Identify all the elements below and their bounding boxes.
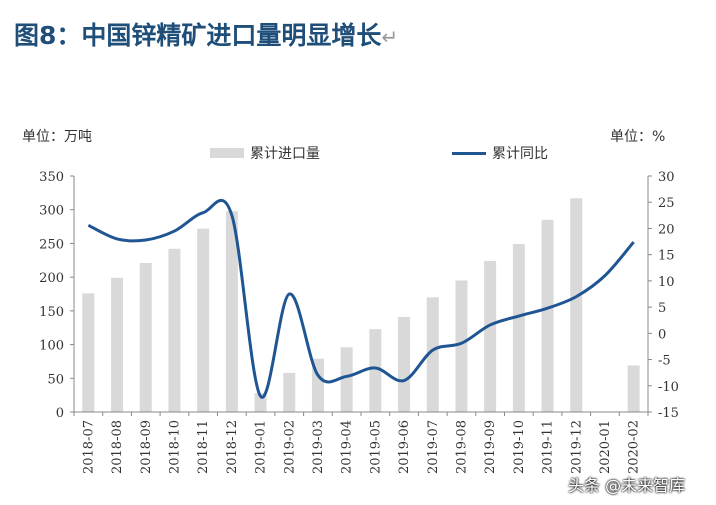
left-axis-unit: 单位：万吨	[22, 129, 92, 145]
title-text: 图8：中国锌精矿进口量明显增长	[14, 21, 382, 50]
left-tick-label: 300	[39, 204, 64, 219]
bar-2019-07	[426, 297, 439, 412]
legend-item-bar: 累计进口量	[210, 143, 320, 163]
line-series-yoy	[87, 198, 635, 399]
x-tick-label: 2020-02	[627, 420, 642, 474]
x-tick-label: 2018-08	[110, 420, 125, 474]
bar-2020-02	[627, 365, 640, 412]
x-tick-label: 2018-11	[196, 420, 211, 474]
bar-2018-10	[168, 248, 181, 412]
right-tick-label: 5	[658, 301, 666, 316]
bar-2019-09	[484, 260, 497, 412]
paragraph-mark-icon: ↵	[381, 25, 399, 49]
x-tick-label: 2019-10	[512, 420, 527, 474]
bar-2019-06	[398, 316, 411, 412]
x-tick-label: 2020-01	[598, 420, 613, 474]
x-tick-label: 2019-08	[454, 420, 469, 474]
bar-2018-12	[225, 211, 238, 412]
x-tick-label: 2018-07	[81, 420, 96, 474]
left-tick-label: 100	[39, 339, 64, 354]
bar-2019-10	[512, 244, 525, 412]
x-tick-label: 2019-02	[282, 420, 297, 474]
x-tick-label: 2018-09	[139, 420, 154, 474]
bar-2018-09	[139, 262, 152, 412]
legend-item-line: 累计同比	[452, 143, 548, 163]
legend-swatch-line	[452, 151, 486, 155]
right-tick-label: 10	[658, 275, 675, 290]
left-tick-label: 150	[39, 305, 64, 320]
x-tick-label: 2019-05	[368, 420, 383, 474]
x-tick-label: 2019-04	[340, 420, 355, 474]
bar-2019-08	[455, 280, 468, 412]
bar-2019-04	[340, 347, 353, 412]
x-tick-label: 2019-03	[311, 420, 326, 474]
left-tick-label: 50	[47, 372, 64, 387]
page-title: 图8：中国锌精矿进口量明显增长↵	[14, 16, 398, 52]
left-tick-label: 0	[56, 406, 64, 421]
bar-2019-02	[283, 372, 296, 412]
bar-2019-12	[570, 198, 583, 412]
left-tick-label: 250	[39, 237, 64, 252]
x-tick-label: 2018-10	[167, 420, 182, 474]
bar-2019-01	[254, 393, 267, 412]
right-axis-unit: 单位：%	[610, 129, 666, 145]
x-tick-label: 2019-01	[254, 420, 269, 474]
bar-2019-05	[369, 329, 382, 412]
x-tick-label: 2018-12	[225, 420, 240, 474]
x-tick-label: 2019-09	[483, 420, 498, 474]
x-tick-label: 2019-07	[426, 420, 441, 474]
right-tick-label: 0	[658, 327, 666, 342]
bar-2019-11	[541, 219, 554, 412]
watermark: 头条 @未来智库	[568, 476, 686, 495]
x-tick-label: 2019-12	[569, 420, 584, 474]
legend-label-line: 累计同比	[492, 146, 548, 162]
right-tick-label: -10	[658, 380, 679, 395]
bar-2018-08	[111, 277, 124, 412]
right-tick-label: -5	[658, 354, 671, 369]
x-tick-label: 2019-06	[397, 420, 412, 474]
right-tick-label: 30	[658, 170, 675, 185]
right-tick-label: 25	[658, 196, 675, 211]
legend-label-bar: 累计进口量	[250, 146, 320, 162]
bar-2018-07	[82, 293, 95, 412]
right-tick-label: 15	[658, 249, 675, 264]
left-tick-label: 200	[39, 271, 64, 286]
x-tick-label: 2019-11	[541, 420, 556, 474]
right-tick-label: -15	[658, 406, 679, 421]
legend-swatch-bar	[210, 148, 244, 158]
bar-2018-11	[197, 228, 210, 412]
right-tick-label: 20	[658, 222, 675, 237]
left-tick-label: 350	[39, 170, 64, 185]
